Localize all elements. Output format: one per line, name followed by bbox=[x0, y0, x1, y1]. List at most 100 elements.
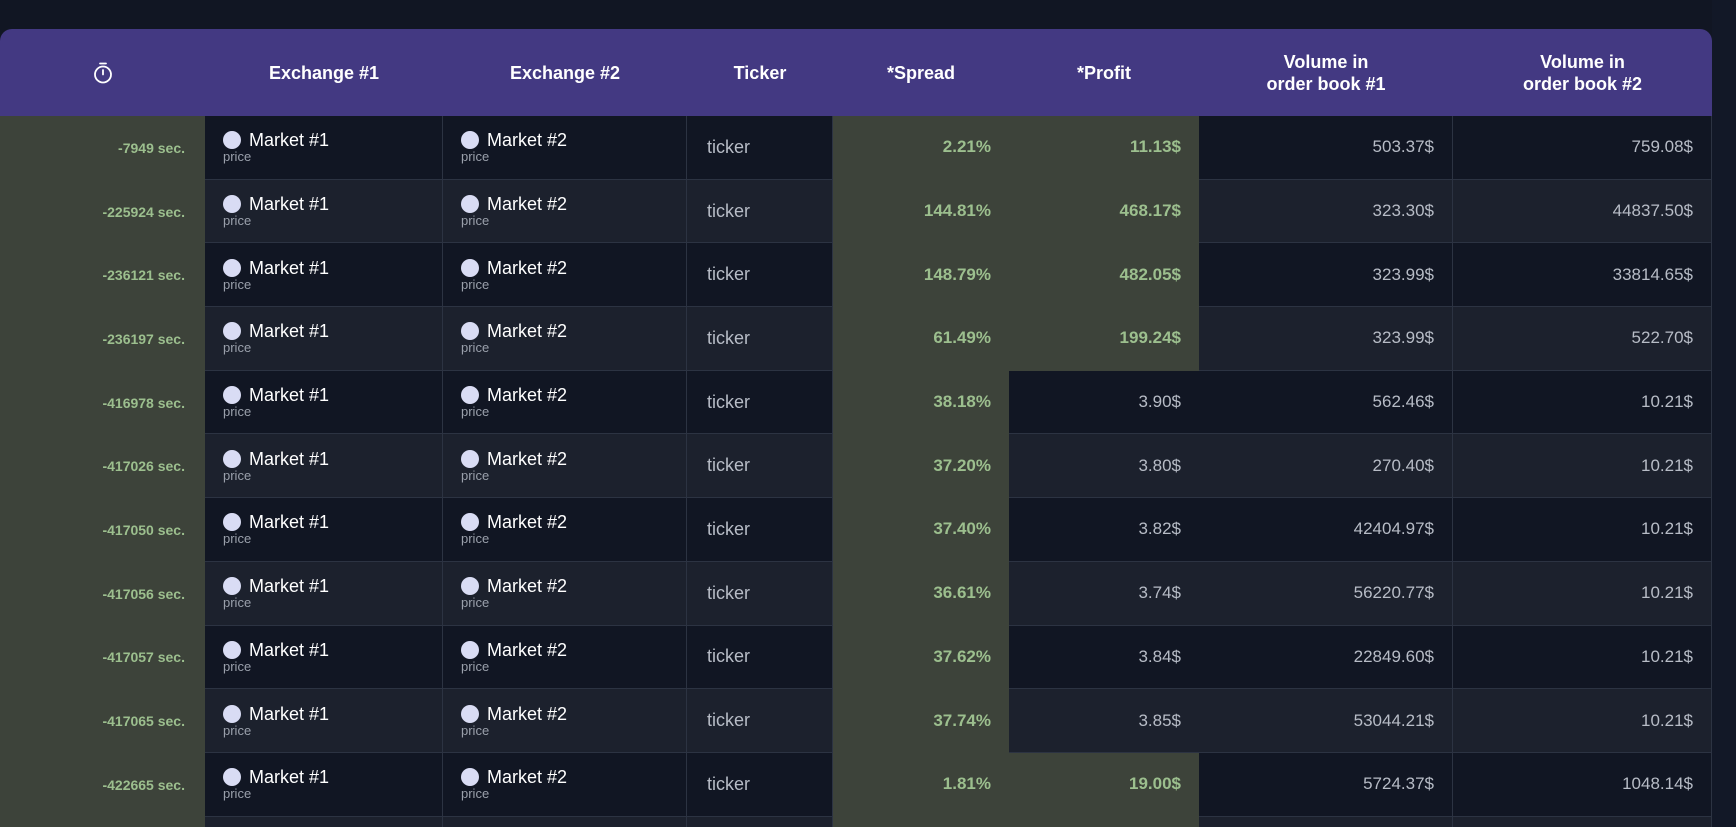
coin-icon bbox=[223, 577, 241, 596]
exchange-1-cell[interactable]: Market #1 price bbox=[205, 561, 443, 626]
header-exchange-1[interactable]: Exchange #1 bbox=[268, 62, 380, 83]
exchange-1-cell[interactable]: Market #1 price bbox=[205, 434, 443, 499]
exchange-1-name[interactable]: Market #1 bbox=[249, 639, 330, 660]
exchange-2-name[interactable]: Market #2 bbox=[487, 321, 568, 342]
exchange-1-name[interactable]: Market #1 bbox=[249, 576, 330, 597]
spread-cell: 2.21% bbox=[833, 116, 1009, 180]
exchange-1-name[interactable]: Market #1 bbox=[249, 194, 330, 215]
ticker-cell[interactable]: ticker bbox=[687, 752, 833, 817]
exchange-1-name[interactable]: Market #1 bbox=[249, 703, 330, 724]
exchange-1-cell[interactable] bbox=[205, 816, 443, 827]
exchange-1-cell[interactable]: Market #1 price bbox=[205, 625, 443, 690]
table-row[interactable]: -416978 sec. Market #1 price Market #2 price… bbox=[0, 370, 1712, 435]
exchange-1-cell[interactable]: Market #1 price bbox=[205, 179, 443, 244]
header-volume-1[interactable]: Volume in order book #1 bbox=[1199, 29, 1453, 116]
time-cell: -417056 sec. bbox=[0, 561, 205, 626]
exchange-2-cell[interactable]: Market #2 price bbox=[443, 116, 687, 180]
exchange-1-cell[interactable]: Market #1 price bbox=[205, 307, 443, 371]
coin-icon bbox=[223, 768, 241, 787]
table-row[interactable]: -417065 sec. Market #1 price Market #2 price… bbox=[0, 689, 1712, 753]
coin-icon bbox=[223, 513, 241, 532]
coin-icon bbox=[223, 386, 241, 405]
exchange-2-name[interactable]: Market #2 bbox=[487, 512, 568, 533]
time-cell: -416978 sec. bbox=[0, 370, 205, 435]
table-row[interactable]: -422665 sec. Market #1 price Market #2 price… bbox=[0, 752, 1712, 817]
ticker-cell[interactable]: ticker bbox=[687, 689, 833, 753]
ticker-cell[interactable]: ticker bbox=[687, 498, 833, 562]
exchange-1-cell[interactable]: Market #1 price bbox=[205, 752, 443, 817]
exchange-2-cell[interactable]: Market #2 price bbox=[443, 243, 687, 308]
header-ticker[interactable]: Ticker bbox=[733, 62, 787, 83]
volume-1-cell: 5724.37$ bbox=[1199, 752, 1453, 817]
exchange-1-cell[interactable]: Market #1 price bbox=[205, 689, 443, 753]
ticker-cell[interactable]: ticker bbox=[687, 561, 833, 626]
exchange-2-name[interactable]: Market #2 bbox=[487, 448, 568, 469]
exchange-1-name[interactable]: Market #1 bbox=[249, 767, 330, 788]
exchange-2-cell[interactable]: Market #2 price bbox=[443, 307, 687, 371]
exchange-1-cell[interactable]: Market #1 price bbox=[205, 116, 443, 180]
exchange-2-name[interactable]: Market #2 bbox=[487, 576, 568, 597]
exchange-1-name[interactable]: Market #1 bbox=[249, 321, 330, 342]
exchange-2-cell[interactable]: Market #2 price bbox=[443, 179, 687, 244]
exchange-2-cell[interactable]: Market #2 price bbox=[443, 434, 687, 499]
header-spread[interactable]: *Spread bbox=[886, 62, 956, 83]
volume-1-cell bbox=[1199, 816, 1453, 827]
exchange-1-cell[interactable]: Market #1 price bbox=[205, 370, 443, 435]
exchange-2-cell[interactable]: Market #2 price bbox=[443, 561, 687, 626]
ticker-cell[interactable]: ticker bbox=[687, 370, 833, 435]
ticker-cell[interactable]: ticker bbox=[687, 243, 833, 308]
spread-cell: 1.81% bbox=[833, 752, 1009, 817]
exchange-2-name[interactable]: Market #2 bbox=[487, 639, 568, 660]
exchange-2-cell[interactable]: Market #2 price bbox=[443, 689, 687, 753]
table-row[interactable]: -417050 sec. Market #1 price Market #2 price… bbox=[0, 498, 1712, 562]
profit-cell: 482.05$ bbox=[1009, 243, 1199, 308]
exchange-1-cell[interactable]: Market #1 price bbox=[205, 498, 443, 562]
spread-cell: 36.61% bbox=[833, 561, 1009, 626]
ticker-cell[interactable]: ticker bbox=[687, 434, 833, 499]
exchange-1-name[interactable]: Market #1 bbox=[249, 512, 330, 533]
exchange-2-price: price bbox=[461, 531, 490, 547]
exchange-1-price: price bbox=[223, 658, 252, 674]
exchange-2-price: price bbox=[461, 276, 490, 292]
exchange-1-name[interactable]: Market #1 bbox=[249, 448, 330, 469]
exchange-2-name[interactable]: Market #2 bbox=[487, 194, 568, 215]
header-profit[interactable]: *Profit bbox=[1077, 62, 1131, 83]
table-row[interactable]: -236197 sec. Market #1 price Market #2 price… bbox=[0, 307, 1712, 371]
table-row[interactable]: -417057 sec. Market #1 price Market #2 price… bbox=[0, 625, 1712, 690]
scrollbar-track[interactable] bbox=[1712, 0, 1736, 827]
header-exchange-2[interactable]: Exchange #2 bbox=[509, 62, 621, 83]
exchange-1-name[interactable]: Market #1 bbox=[249, 130, 330, 151]
exchange-1-cell[interactable]: Market #1 price bbox=[205, 243, 443, 308]
table-row[interactable]: -236121 sec. Market #1 price Market #2 price… bbox=[0, 243, 1712, 308]
ticker-cell[interactable]: ticker bbox=[687, 625, 833, 690]
exchange-2-cell[interactable]: Market #2 price bbox=[443, 625, 687, 690]
exchange-2-cell[interactable]: Market #2 price bbox=[443, 370, 687, 435]
ticker-cell[interactable]: ticker bbox=[687, 116, 833, 180]
table-row[interactable]: -417056 sec. Market #1 price Market #2 price… bbox=[0, 561, 1712, 626]
table-row[interactable] bbox=[0, 816, 1712, 827]
table-row[interactable]: -417026 sec. Market #1 price Market #2 price… bbox=[0, 434, 1712, 499]
exchange-2-cell[interactable]: Market #2 price bbox=[443, 752, 687, 817]
header-time[interactable] bbox=[0, 29, 205, 116]
exchange-2-name[interactable]: Market #2 bbox=[487, 385, 568, 406]
table-row[interactable]: -7949 sec. Market #1 price Market #2 price ti… bbox=[0, 116, 1712, 180]
exchange-2-name[interactable]: Market #2 bbox=[487, 130, 568, 151]
header-volume-2[interactable]: Volume in order book #2 bbox=[1453, 29, 1712, 116]
spread-cell: 37.62% bbox=[833, 625, 1009, 690]
exchange-2-name[interactable]: Market #2 bbox=[487, 703, 568, 724]
profit-cell: 468.17$ bbox=[1009, 179, 1199, 244]
ticker-cell[interactable]: ticker bbox=[687, 307, 833, 371]
exchange-2-cell[interactable]: Market #2 price bbox=[443, 498, 687, 562]
exchange-2-name[interactable]: Market #2 bbox=[487, 257, 568, 278]
exchange-1-name[interactable]: Market #1 bbox=[249, 385, 330, 406]
exchange-1-name[interactable]: Market #1 bbox=[249, 257, 330, 278]
ticker-cell[interactable] bbox=[687, 816, 833, 827]
volume-2-cell: 33814.65$ bbox=[1453, 243, 1712, 308]
coin-icon bbox=[461, 449, 479, 468]
volume-2-cell: 10.21$ bbox=[1453, 434, 1712, 499]
ticker-cell[interactable]: ticker bbox=[687, 179, 833, 244]
volume-2-cell: 10.21$ bbox=[1453, 689, 1712, 753]
exchange-2-name[interactable]: Market #2 bbox=[487, 767, 568, 788]
exchange-2-cell[interactable] bbox=[443, 816, 687, 827]
table-row[interactable]: -225924 sec. Market #1 price Market #2 price… bbox=[0, 179, 1712, 244]
